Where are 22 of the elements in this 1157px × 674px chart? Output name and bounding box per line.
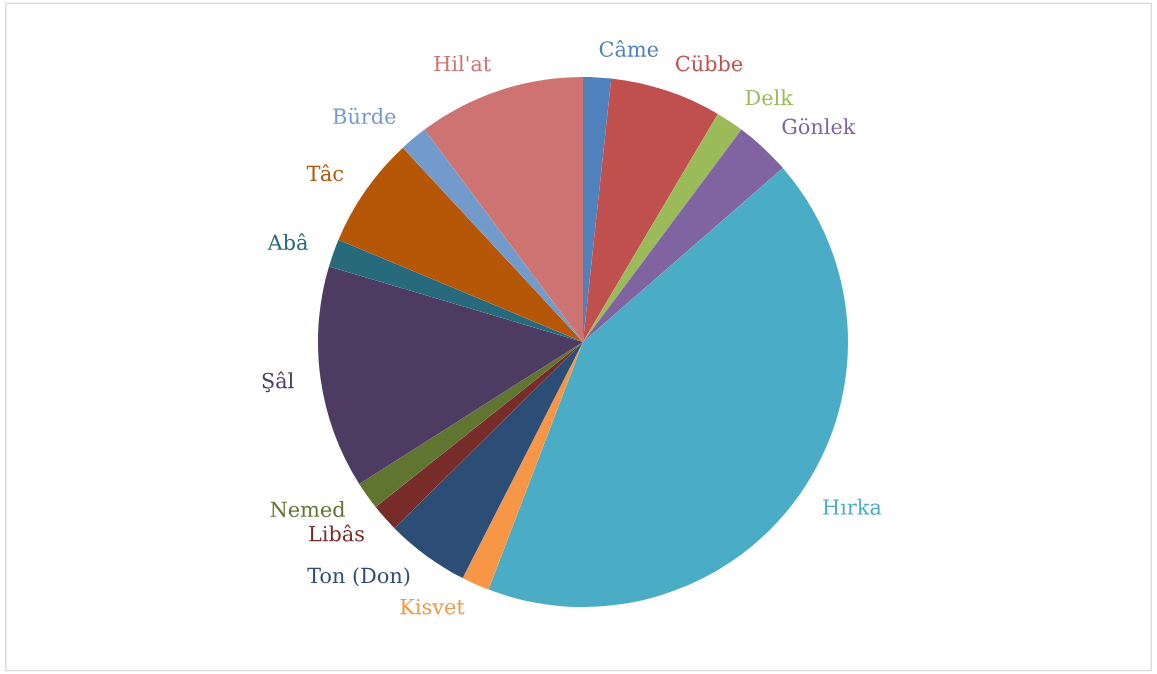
slice-label: Kisvet: [400, 598, 465, 615]
slice-label: Cübbe: [675, 55, 743, 72]
slice-label: Hırka: [823, 498, 882, 515]
slice-label: Bürde: [333, 107, 396, 125]
pie-slice: [462, 342, 583, 590]
slice-label: Nemed: [270, 501, 345, 518]
pie-slice: [583, 113, 742, 342]
pie-slice: [318, 266, 583, 484]
pie-slice: [424, 77, 583, 342]
slice-label: Delk: [745, 89, 794, 106]
pie-slice: [583, 78, 718, 342]
slice-label: Gönlek: [782, 118, 856, 135]
slice-label: Şâl: [262, 371, 294, 393]
slice-label: Tâc: [306, 164, 344, 182]
pie-slice: [359, 342, 583, 508]
slice-label: Abâ: [267, 233, 308, 251]
slice-label: Hil'at: [434, 55, 492, 72]
slice-label: Câme: [599, 40, 658, 57]
slice-label: Ton (Don): [307, 567, 410, 587]
pie-slice: [328, 239, 583, 342]
slice-label: Libâs: [309, 524, 364, 542]
pie-slice: [583, 129, 783, 342]
